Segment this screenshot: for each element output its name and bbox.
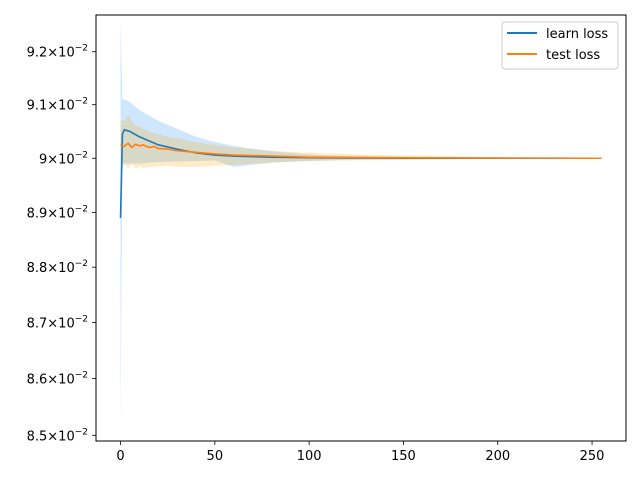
- y-tick-label: 8.5×10−2: [27, 427, 88, 444]
- y-tick-label: 8.9×10−2: [27, 204, 88, 221]
- y-tick-label: 8.8×10−2: [27, 259, 88, 276]
- axes-frame: [95, 14, 627, 442]
- x-tick-label: 150: [391, 449, 416, 464]
- x-tick-label: 250: [580, 449, 605, 464]
- y-tick-label: 9.1×10−2: [27, 97, 88, 114]
- y-tick-label: 9×10−2: [39, 150, 88, 167]
- x-axis: 0 50 100 150 200 250: [116, 441, 604, 464]
- y-tick-label: 8.7×10−2: [27, 315, 88, 332]
- plot-area: [119, 20, 602, 424]
- x-tick-label: 200: [485, 449, 510, 464]
- x-tick-label: 0: [116, 449, 124, 464]
- y-axis: 8.5×10−2 8.6×10−2 8.7×10−2 8.8×10−2 8.9×10−2…: [27, 44, 96, 444]
- legend-label-test-loss: test loss: [546, 48, 600, 63]
- x-tick-label: 100: [297, 449, 322, 464]
- legend: learn loss test loss: [501, 21, 619, 70]
- series-lines: [119, 129, 602, 218]
- y-tick-label: 9.2×10−2: [27, 44, 88, 61]
- x-tick-label: 50: [207, 449, 224, 464]
- line-test-loss: [120, 142, 602, 160]
- y-tick-label: 8.6×10−2: [27, 371, 88, 388]
- legend-label-learn-loss: learn loss: [546, 27, 608, 42]
